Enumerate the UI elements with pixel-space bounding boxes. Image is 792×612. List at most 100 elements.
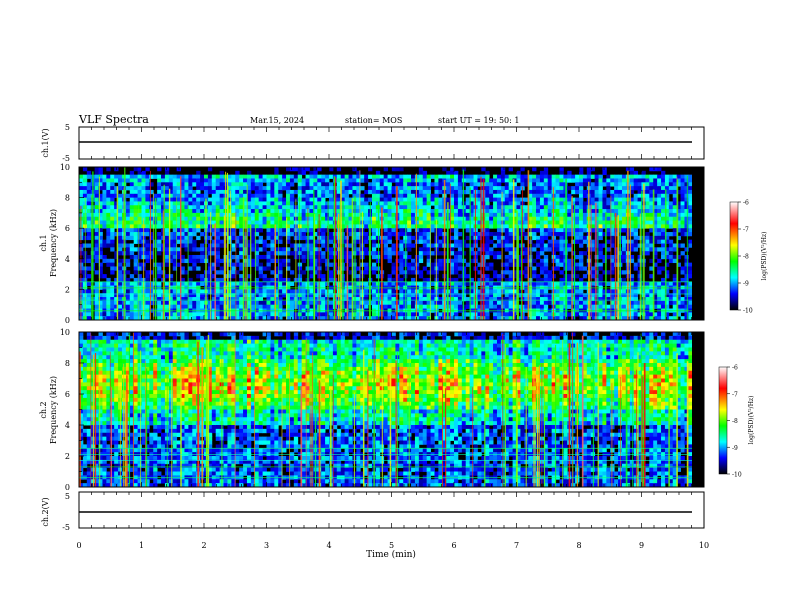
spectrogram-cell [157,174,162,179]
spectrogram-cell [164,197,170,202]
spectrogram-cell [512,235,517,241]
spectrogram-cell [602,212,607,218]
spectrogram-cell [254,266,260,271]
spectrogram-cell [559,220,564,225]
spectrogram-cell [188,297,193,302]
spectrogram-cell [258,270,263,275]
spectrogram-cell [418,304,424,309]
spectrogram-cell [188,243,193,248]
spectrogram-cell [118,297,123,302]
spectrogram-cell [391,167,396,172]
spectrogram-cell [555,178,560,183]
spectrogram-cell [196,300,201,306]
spectrogram-cell [391,189,396,195]
spectrogram-cell [524,293,529,298]
spectrogram-cell [98,212,103,218]
spectrogram-cell [196,281,201,286]
spectrogram-cell [450,243,455,248]
spectrogram-cell [114,189,119,195]
spectrogram-cell [383,209,388,214]
ch1-voltage-ticks [78,127,705,159]
spectrogram-cell [383,220,388,225]
spectrogram-cell [407,224,412,229]
spectrogram-cell [496,300,502,306]
spectrogram-cell [579,297,584,302]
spectrogram-cell [594,189,599,195]
spectrogram-cell [321,281,326,286]
spectrogram-cell [403,193,408,199]
spectrogram-cell [258,186,263,191]
spectrogram-cell [364,232,369,237]
spectrogram-cell [454,197,459,202]
spectrogram-cell [141,174,146,179]
spectrogram-cell [348,186,353,191]
spectrogram-cell [235,193,240,199]
spectrogram-cell [274,289,279,294]
spectrogram-cell [200,193,205,199]
spectrogram-cell [469,193,474,199]
spectrogram-cell [407,174,412,179]
spectrogram-cell [79,201,84,206]
spectrogram-cell [414,239,420,244]
spectrogram-cell [414,189,420,195]
spectrogram-cell [364,300,369,306]
spectrogram-cell [500,178,506,183]
spectrogram-cell [629,243,635,248]
spectrogram-cell [446,197,451,202]
spectrogram-cell [274,182,279,187]
spectrogram-cell [149,289,154,294]
spectrogram-cell [227,304,232,309]
spectrogram-cell [418,197,424,202]
spectrogram-cell [481,167,486,172]
spectrogram-cell [610,224,615,229]
spectrogram-cell [235,170,240,176]
spectrogram-cell [649,239,654,244]
spectrogram-cell [649,205,654,210]
spectrogram-cell [286,262,291,267]
spectrogram-cell [536,304,541,309]
spectrogram-cell [629,220,635,225]
spectrogram-cell [407,270,412,275]
spectrogram-cell [161,182,166,187]
spectrogram-cell [254,197,260,202]
spectrogram-cell [469,312,474,317]
spectrogram-cell [274,235,279,241]
spectrogram-cell [274,274,279,279]
spectrogram-cell [411,304,416,309]
spectrogram-cell [164,189,170,195]
spectrogram-cell [633,239,638,244]
spectrogram-cell [594,220,599,225]
spectrogram-cell [430,251,435,256]
spectrogram-cell [465,189,471,195]
spectrogram-cell [579,224,584,229]
spectrogram-cell [282,300,287,306]
spectrogram-cell [555,258,560,264]
spectrogram-cell [496,312,502,317]
spectrogram-cell [575,189,580,195]
spectrogram-cell [235,209,240,214]
spectrogram-cell [512,216,517,221]
spectrogram-cell [539,277,545,283]
spectrogram-cell [555,300,560,306]
spectrogram-cell [598,247,603,252]
spectrogram-cell [645,300,650,306]
spectrogram-cell [575,289,580,294]
spectrogram-cell [98,247,103,252]
spectrogram-cell [336,178,342,183]
spectrogram-cell [289,270,295,275]
spectrogram-cell [188,220,193,225]
spectrogram-cell [426,239,431,244]
spectrogram-cell [403,182,408,187]
spectrogram-cell [278,205,283,210]
spectrogram-cell [637,197,642,202]
spectrogram-cell [598,262,603,267]
spectrogram-cell [469,247,474,252]
spectrogram-cell [286,304,291,309]
spectrogram-cell [555,189,560,195]
spectrogram-cell [411,174,416,179]
spectrogram-cell [512,270,517,275]
spectrogram-cell [145,281,150,286]
spectrogram-cell [227,274,232,279]
spectrogram-cell [610,182,615,187]
spectrogram-cell [391,277,396,283]
